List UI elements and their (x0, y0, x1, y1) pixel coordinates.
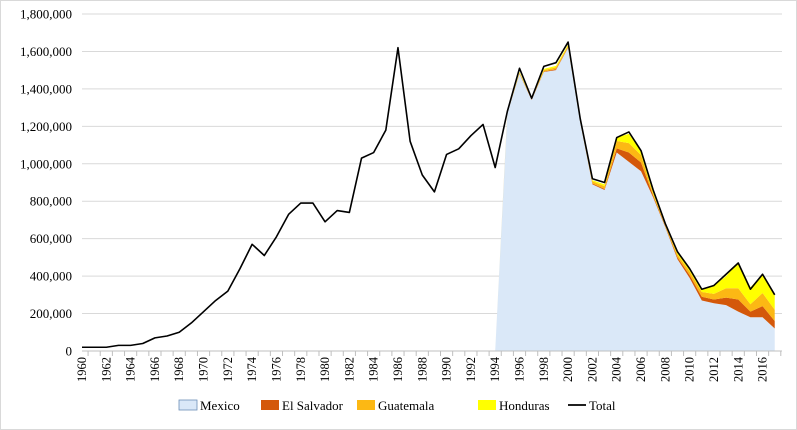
area-mexico (495, 47, 775, 351)
x-tick-label: 1990 (440, 357, 454, 382)
x-tick-label: 2010 (683, 357, 697, 382)
x-tick-labels: 1960 1962 1964 1966 1968 1970 1972 1974 1976 1978… (75, 356, 770, 382)
legend-swatch-guatemala (357, 400, 375, 410)
x-tick-label: 1996 (513, 357, 527, 382)
x-tick-label: 1976 (269, 357, 283, 382)
x-tick-label: 1982 (342, 357, 356, 382)
legend-item-el-salvador: El Salvador (261, 398, 344, 413)
x-tick-label: 2012 (707, 357, 721, 382)
x-tick-label: 1986 (391, 357, 405, 382)
x-tick-label: 1980 (318, 357, 332, 382)
legend-item-total: Total (568, 398, 616, 413)
axes (82, 350, 782, 356)
legend-swatch-honduras (478, 400, 496, 410)
y-tick-label: 400,000 (30, 269, 72, 284)
x-tick-label: 2002 (585, 357, 599, 382)
x-tick-label: 1988 (415, 357, 429, 382)
legend-swatch-el-salvador (261, 400, 279, 410)
x-tick-label: 1972 (221, 357, 235, 382)
y-tick-label: 800,000 (30, 194, 72, 209)
legend-item-guatemala: Guatemala (357, 398, 435, 413)
y-tick-label: 200,000 (30, 306, 72, 321)
x-tick-label: 2000 (561, 357, 575, 382)
x-tick-label: 1968 (172, 357, 186, 382)
x-tick-label: 1960 (75, 357, 89, 382)
stacked-areas (495, 44, 775, 351)
total-line-group (82, 41, 776, 349)
y-tick-label: 0 (66, 344, 73, 359)
y-tick-label: 1,400,000 (20, 81, 72, 96)
x-tick-label: 2008 (658, 357, 672, 382)
y-tick-label: 1,000,000 (20, 156, 72, 171)
x-tick-label: 2004 (610, 356, 624, 382)
x-tick-label: 1964 (124, 356, 138, 382)
legend-item-mexico: Mexico (178, 398, 240, 413)
y-tick-label: 600,000 (30, 231, 72, 246)
legend-label-total: Total (589, 398, 616, 413)
x-tick-label: 1978 (294, 357, 308, 382)
x-tick-label: 1974 (245, 356, 259, 382)
x-tick-label: 1966 (148, 357, 162, 382)
x-tick-label: 1998 (537, 357, 551, 382)
legend: Mexico El Salvador Guatemala Honduras Total (178, 398, 616, 413)
x-tick-label: 2006 (634, 357, 648, 382)
legend-item-honduras: Honduras (478, 398, 550, 413)
total-line (82, 41, 776, 349)
legend-swatch-mexico (178, 399, 198, 411)
y-tick-label: 1,600,000 (20, 44, 72, 59)
legend-label-el-salvador: El Salvador (282, 398, 344, 413)
legend-label-mexico: Mexico (200, 398, 240, 413)
x-tick-label: 1984 (367, 356, 381, 382)
x-tick-label: 2014 (731, 356, 745, 382)
legend-label-honduras: Honduras (499, 398, 550, 413)
y-tick-labels: 0 200,000 400,000 600,000 800,000 1,000,000 1,… (20, 7, 72, 359)
x-tick-label: 1970 (197, 357, 211, 382)
x-tick-label: 1992 (464, 357, 478, 382)
x-tick-label: 1962 (99, 357, 113, 382)
y-tick-label: 1,200,000 (20, 119, 72, 134)
legend-label-guatemala: Guatemala (378, 398, 435, 413)
y-tick-label: 1,800,000 (20, 7, 72, 22)
x-tick-label: 1994 (488, 356, 502, 382)
x-tick-label: 2016 (756, 357, 770, 382)
